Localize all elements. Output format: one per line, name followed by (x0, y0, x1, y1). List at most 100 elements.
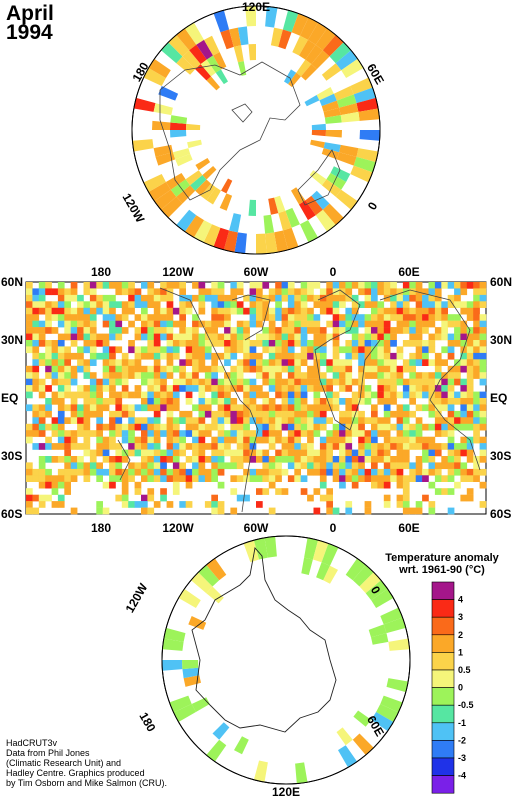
grid-cell (358, 468, 365, 476)
grid-cell (319, 398, 327, 405)
grid-cell (198, 565, 220, 587)
grid-cell (466, 333, 474, 341)
grid-cell (243, 352, 250, 360)
grid-cell (89, 352, 97, 360)
grid-cell (428, 294, 436, 302)
grid-cell (262, 365, 270, 373)
grid-cell (147, 462, 155, 470)
grid-cell (176, 209, 197, 232)
grid-cell (345, 410, 353, 418)
grid-cell (160, 385, 167, 392)
grid-cell (195, 179, 211, 196)
grid-cell (57, 301, 65, 308)
grid-cell (243, 346, 250, 354)
grid-cell (307, 327, 314, 334)
grid-cell (128, 475, 135, 482)
grid-cell (236, 475, 244, 482)
grid-cell (160, 352, 167, 360)
grid-cell (134, 501, 142, 508)
grid-cell (479, 404, 487, 412)
grid-cell (57, 417, 65, 424)
grid-cell (57, 333, 65, 341)
grid-cell (415, 462, 423, 470)
grid-cell (479, 294, 487, 302)
grid-cell (319, 378, 327, 386)
grid-cell (172, 398, 180, 405)
grid-cell (326, 436, 333, 444)
grid-cell (70, 288, 78, 296)
grid-cell (121, 282, 129, 289)
grid-cell (57, 430, 65, 437)
grid-cell (262, 423, 270, 431)
grid-cell (32, 378, 40, 386)
grid-cell (434, 430, 442, 437)
grid-cell (224, 462, 231, 470)
grid-cell (364, 417, 372, 424)
grid-cell (428, 346, 436, 354)
grid-cell (224, 391, 231, 399)
grid-cell (179, 301, 186, 308)
left-lat-label-30s: 30S (1, 449, 22, 463)
grid-cell (224, 307, 231, 315)
grid-cell (473, 404, 480, 412)
grid-cell (204, 340, 212, 347)
grid-cell (236, 288, 244, 296)
grid-cell (300, 443, 308, 450)
legend-level-label: -2 (458, 735, 466, 745)
grid-cell (336, 94, 357, 108)
grid-cell (371, 456, 378, 463)
grid-cell (415, 507, 423, 515)
grid-cell (115, 333, 123, 341)
grid-cell (70, 398, 78, 405)
grid-cell (313, 391, 321, 399)
grid-cell (268, 346, 276, 354)
grid-cell (182, 660, 199, 670)
grid-cell (428, 288, 436, 296)
legend-swatch (431, 757, 455, 776)
grid-cell (332, 372, 340, 379)
grid-cell (109, 301, 116, 308)
grid-cell (198, 340, 206, 347)
grid-cell (313, 462, 321, 470)
grid-cell (313, 385, 321, 392)
grid-cell (204, 410, 212, 418)
grid-cell (166, 410, 174, 418)
grid-cell (307, 378, 314, 386)
grid-cell (377, 378, 385, 386)
grid-cell (422, 436, 429, 444)
grid-cell (308, 22, 328, 45)
grid-cell (364, 475, 372, 482)
grid-cell (307, 294, 314, 302)
legend-level-label: 0.5 (458, 665, 471, 675)
grid-cell (402, 307, 410, 315)
grid-cell (300, 385, 308, 392)
grid-cell (390, 365, 397, 373)
grid-cell (224, 417, 231, 424)
grid-cell (229, 213, 242, 233)
grid-cell (249, 385, 257, 392)
grid-cell (268, 197, 279, 215)
grid-cell (147, 404, 155, 412)
grid-cell (371, 346, 378, 354)
grid-cell (153, 391, 161, 399)
grid-cell (339, 294, 346, 302)
grid-cell (89, 468, 97, 476)
grid-cell (345, 507, 353, 515)
grid-cell (376, 704, 399, 722)
global-coastline (117, 287, 481, 513)
grid-cell (275, 430, 282, 437)
grid-cell (198, 352, 206, 360)
grid-cell (460, 443, 468, 450)
grid-cell (134, 314, 142, 321)
grid-cell (307, 372, 314, 379)
grid-cell (141, 333, 148, 341)
grid-cell (441, 430, 448, 437)
grid-cell (77, 346, 84, 354)
grid-cell (230, 423, 238, 431)
grid-cell (345, 423, 353, 431)
grid-cell (230, 282, 238, 289)
grid-cell (128, 391, 135, 399)
grid-cell (460, 462, 468, 470)
grid-cell (300, 340, 308, 347)
grid-cell (236, 333, 244, 341)
